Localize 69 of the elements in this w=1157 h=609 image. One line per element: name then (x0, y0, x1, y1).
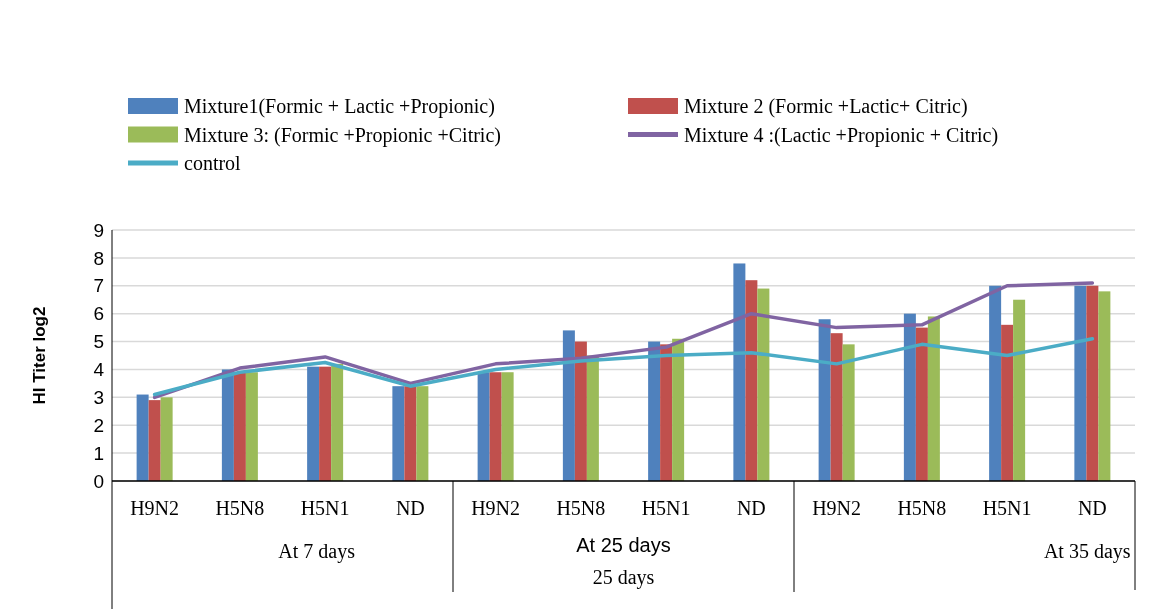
y-tick-label: 2 (93, 414, 104, 436)
bar (245, 372, 258, 481)
legend-label: control (184, 152, 242, 174)
bar (160, 397, 173, 481)
line-series (152, 281, 1095, 400)
y-tick-label: 0 (93, 470, 104, 492)
bar (757, 288, 770, 481)
bar (404, 386, 417, 481)
bar (733, 263, 746, 481)
x-tick-label: H9N2 (130, 497, 180, 519)
y-tick-label: 3 (93, 386, 104, 408)
bar (136, 394, 149, 481)
bar (233, 372, 246, 481)
legend-label: Mixture1(Formic + Lactic +Propionic) (184, 95, 495, 118)
y-tick-label: 1 (93, 442, 104, 464)
bar (1013, 299, 1026, 481)
bar (1086, 285, 1099, 481)
x-tick-label: ND (1077, 497, 1107, 519)
x-tick-label: H5N1 (300, 497, 350, 519)
x-tick-label: ND (736, 497, 766, 519)
bar (1098, 291, 1111, 481)
x-tick-label: H5N8 (897, 497, 947, 519)
bar (307, 366, 320, 481)
legend-label: Mixture 3: (Formic +Propionic +Citric) (184, 123, 501, 147)
y-tick-label: 5 (93, 331, 104, 353)
bar (221, 369, 234, 481)
y-axis-title: HI Titer log2 (30, 306, 49, 405)
x-tick-label: H5N1 (982, 497, 1032, 519)
bar (1001, 324, 1014, 481)
bar (672, 338, 685, 481)
bar (989, 285, 1002, 481)
bar (830, 333, 843, 481)
x-tick-label: H9N2 (471, 497, 521, 519)
text: At 7 days (278, 540, 356, 563)
legend-label: Mixture 2 (Formic +Lactic+ Citric) (684, 95, 968, 118)
y-tick-label: 9 (93, 219, 104, 241)
y-tick-label: 7 (93, 275, 104, 297)
bar (660, 344, 673, 481)
bar (745, 280, 758, 481)
x-tick-label: H9N2 (812, 497, 862, 519)
bar (915, 327, 928, 481)
bar (648, 341, 661, 481)
bar (562, 330, 575, 481)
y-tick-label: 4 (93, 359, 105, 381)
line-series (152, 337, 1095, 397)
text: At 35 days (1043, 540, 1131, 563)
x-tick-label: ND (395, 497, 425, 519)
bar (903, 313, 916, 481)
bar (1074, 285, 1087, 481)
legend-label: Mixture 4 :(Lactic +Propionic + Citric) (684, 123, 999, 147)
bar (331, 363, 344, 481)
bar (927, 316, 940, 481)
y-tick-label: 8 (93, 247, 104, 269)
bar (818, 319, 831, 481)
text: At 25 days (576, 534, 671, 556)
bar (416, 386, 429, 481)
y-tick-label: 6 (93, 303, 104, 325)
x-tick-label: H5N8 (215, 497, 265, 519)
x-tick-label: H5N1 (641, 497, 691, 519)
bar (148, 400, 161, 481)
bar (842, 344, 855, 481)
bar (392, 386, 405, 481)
bar (319, 366, 332, 481)
x-tick-label: H5N8 (556, 497, 606, 519)
bar (477, 372, 490, 481)
text: 25 days (592, 566, 655, 589)
bar (489, 372, 502, 481)
bar (574, 341, 587, 481)
bar (501, 372, 514, 481)
